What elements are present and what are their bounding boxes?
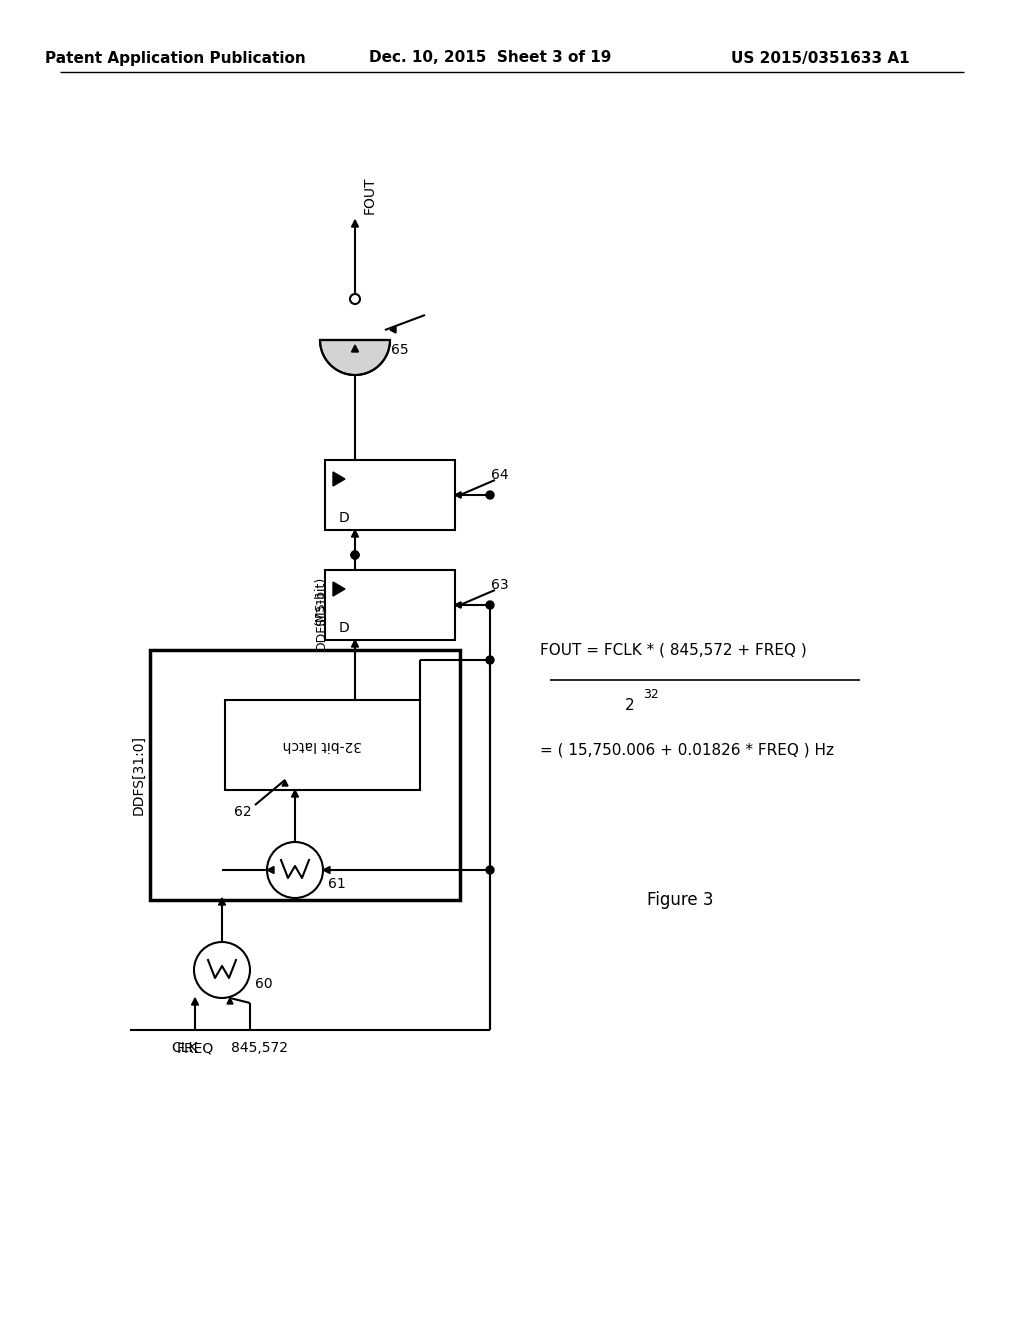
Polygon shape [292, 789, 299, 797]
Circle shape [194, 942, 250, 998]
Text: D: D [339, 511, 350, 525]
Polygon shape [319, 341, 390, 375]
Polygon shape [351, 220, 358, 227]
Polygon shape [455, 602, 461, 609]
Polygon shape [455, 602, 461, 609]
Circle shape [351, 550, 359, 558]
Text: 61: 61 [328, 876, 346, 891]
Text: 60: 60 [255, 977, 272, 991]
Text: Figure 3: Figure 3 [647, 891, 714, 909]
Polygon shape [351, 531, 358, 537]
Polygon shape [351, 345, 358, 352]
Polygon shape [323, 866, 330, 874]
Text: FREQ: FREQ [176, 1041, 214, 1055]
Polygon shape [333, 473, 345, 486]
Text: 32-bit latch: 32-bit latch [283, 738, 362, 752]
Circle shape [486, 601, 494, 609]
Text: DDFS[31:0]: DDFS[31:0] [131, 735, 145, 814]
Polygon shape [333, 582, 345, 597]
Circle shape [486, 491, 494, 499]
Circle shape [351, 550, 359, 558]
Polygon shape [455, 492, 461, 498]
Circle shape [486, 656, 494, 664]
Text: 2: 2 [625, 697, 635, 713]
Bar [225, 700, 420, 789]
Circle shape [350, 294, 360, 304]
Text: = ( 15,750.006 + 0.01826 * FREQ ) Hz: = ( 15,750.006 + 0.01826 * FREQ ) Hz [540, 742, 834, 758]
Text: CLK: CLK [172, 1041, 199, 1055]
Polygon shape [218, 898, 225, 906]
Circle shape [267, 842, 323, 898]
Text: 845,572: 845,572 [231, 1041, 289, 1055]
Text: DDFS[31]: DDFS[31] [313, 590, 327, 649]
Polygon shape [351, 640, 358, 647]
Circle shape [486, 866, 494, 874]
Text: FOUT = FCLK * ( 845,572 + FREQ ): FOUT = FCLK * ( 845,572 + FREQ ) [540, 643, 807, 657]
Text: Dec. 10, 2015  Sheet 3 of 19: Dec. 10, 2015 Sheet 3 of 19 [369, 50, 611, 66]
Polygon shape [227, 998, 233, 1005]
Bar [325, 459, 455, 531]
Text: FOUT: FOUT [362, 177, 377, 214]
Bar [150, 649, 460, 900]
Polygon shape [267, 866, 274, 874]
Text: US 2015/0351633 A1: US 2015/0351633 A1 [731, 50, 909, 66]
Text: 64: 64 [492, 469, 509, 482]
Text: 62: 62 [234, 805, 252, 818]
Text: D: D [339, 620, 350, 635]
Polygon shape [390, 327, 396, 333]
Text: 32: 32 [643, 688, 658, 701]
Polygon shape [191, 998, 199, 1005]
Polygon shape [455, 492, 461, 498]
Text: 63: 63 [492, 578, 509, 591]
Text: Patent Application Publication: Patent Application Publication [45, 50, 305, 66]
Text: 65: 65 [391, 343, 409, 356]
Bar [325, 570, 455, 640]
Polygon shape [282, 780, 288, 785]
Text: (MS-bit): (MS-bit) [313, 576, 327, 624]
